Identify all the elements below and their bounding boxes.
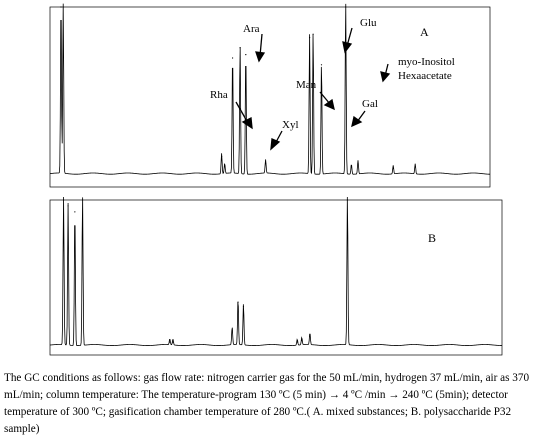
figure-caption: The GC conditions as follows: gas flow r… [4,372,530,435]
label-ara: Ara [243,23,260,35]
panel-a: A Ara Glu myo-Inositol Hexaacetate Rha M… [49,3,491,188]
label-gal: Gal [362,98,378,110]
panel-a-letter: A [420,25,429,39]
panel-a-peak-11 [320,64,323,66]
panel-b-peak-2 [67,205,69,207]
panel-b-peak-9 [242,305,245,308]
panel-b-peak-10 [296,341,298,343]
panel-b-peak-13 [346,199,349,201]
panel-a-peak-8 [265,162,267,164]
label-rha: Rha [210,89,228,101]
panel-a-peak-5 [232,57,234,59]
panel-a-peak-9 [309,37,311,39]
panel-b-peak-3 [74,211,76,213]
label-xyl: Xyl [282,119,299,131]
panel-a-peak-15 [392,167,394,170]
panel-b: B [49,197,503,356]
label-hexaacetate: Hexaacetate [398,70,452,82]
panel-b-peak-5 [169,341,171,343]
panel-b-frame [49,199,503,356]
panel-a-peak-4 [224,166,226,168]
panel-b-peak-1 [62,199,65,201]
panel-b-peak-8 [237,301,239,303]
panel-a-peak-12 [345,6,347,8]
panel-a-trace [49,3,491,175]
chromatogram-figure: A Ara Glu myo-Inositol Hexaacetate Rha M… [49,3,503,356]
label-glu: Glu [360,17,377,29]
panel-b-peaks [62,199,349,343]
panel-b-peak-11 [301,340,303,342]
panel-a-peak-6 [239,47,241,49]
panel-a-peak-2 [62,6,64,8]
panel-a-peak-13 [350,166,352,168]
annotation-arrows [235,27,391,151]
panel-a-peak-3 [221,156,223,158]
panel-b-peak-7 [231,329,233,331]
panel-b-peak-12 [309,335,311,337]
panel-a-peaks [60,6,416,170]
panel-a-peak-7 [245,54,247,56]
label-man: Man [296,79,317,91]
panel-a-peak-14 [357,162,359,164]
panel-b-peak-4 [81,199,84,201]
panel-b-trace [49,197,503,346]
panel-a-peak-16 [414,166,416,168]
panel-a-peak-1 [60,6,62,8]
panel-b-letter: B [428,231,436,245]
panel-a-peak-10 [312,33,314,35]
panel-b-peak-6 [172,341,174,343]
label-myo-inositol: myo-Inositol [398,56,455,68]
panel-a-frame [49,6,491,188]
